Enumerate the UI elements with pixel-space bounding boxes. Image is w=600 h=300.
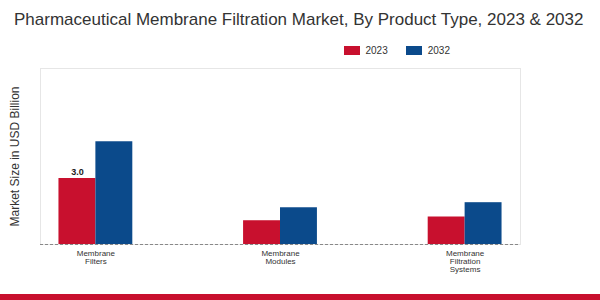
html-text:2032: 2032 xyxy=(427,44,450,56)
html-text:Pharmaceutical Membrane Filtra: Pharmaceutical Membrane Filtration Marke… xyxy=(14,10,584,29)
svg-text:3.0: 3.0 xyxy=(71,167,84,177)
svg-text:MembraneModules: MembraneModules xyxy=(261,249,300,266)
svg-text:MembraneFiltrationSystems: MembraneFiltrationSystems xyxy=(446,249,485,274)
svg-text:Market Size in USD Billion: Market Size in USD Billion xyxy=(8,86,22,226)
svg-text:MembraneFilters: MembraneFilters xyxy=(77,249,116,266)
html-text:2023: 2023 xyxy=(365,44,388,56)
